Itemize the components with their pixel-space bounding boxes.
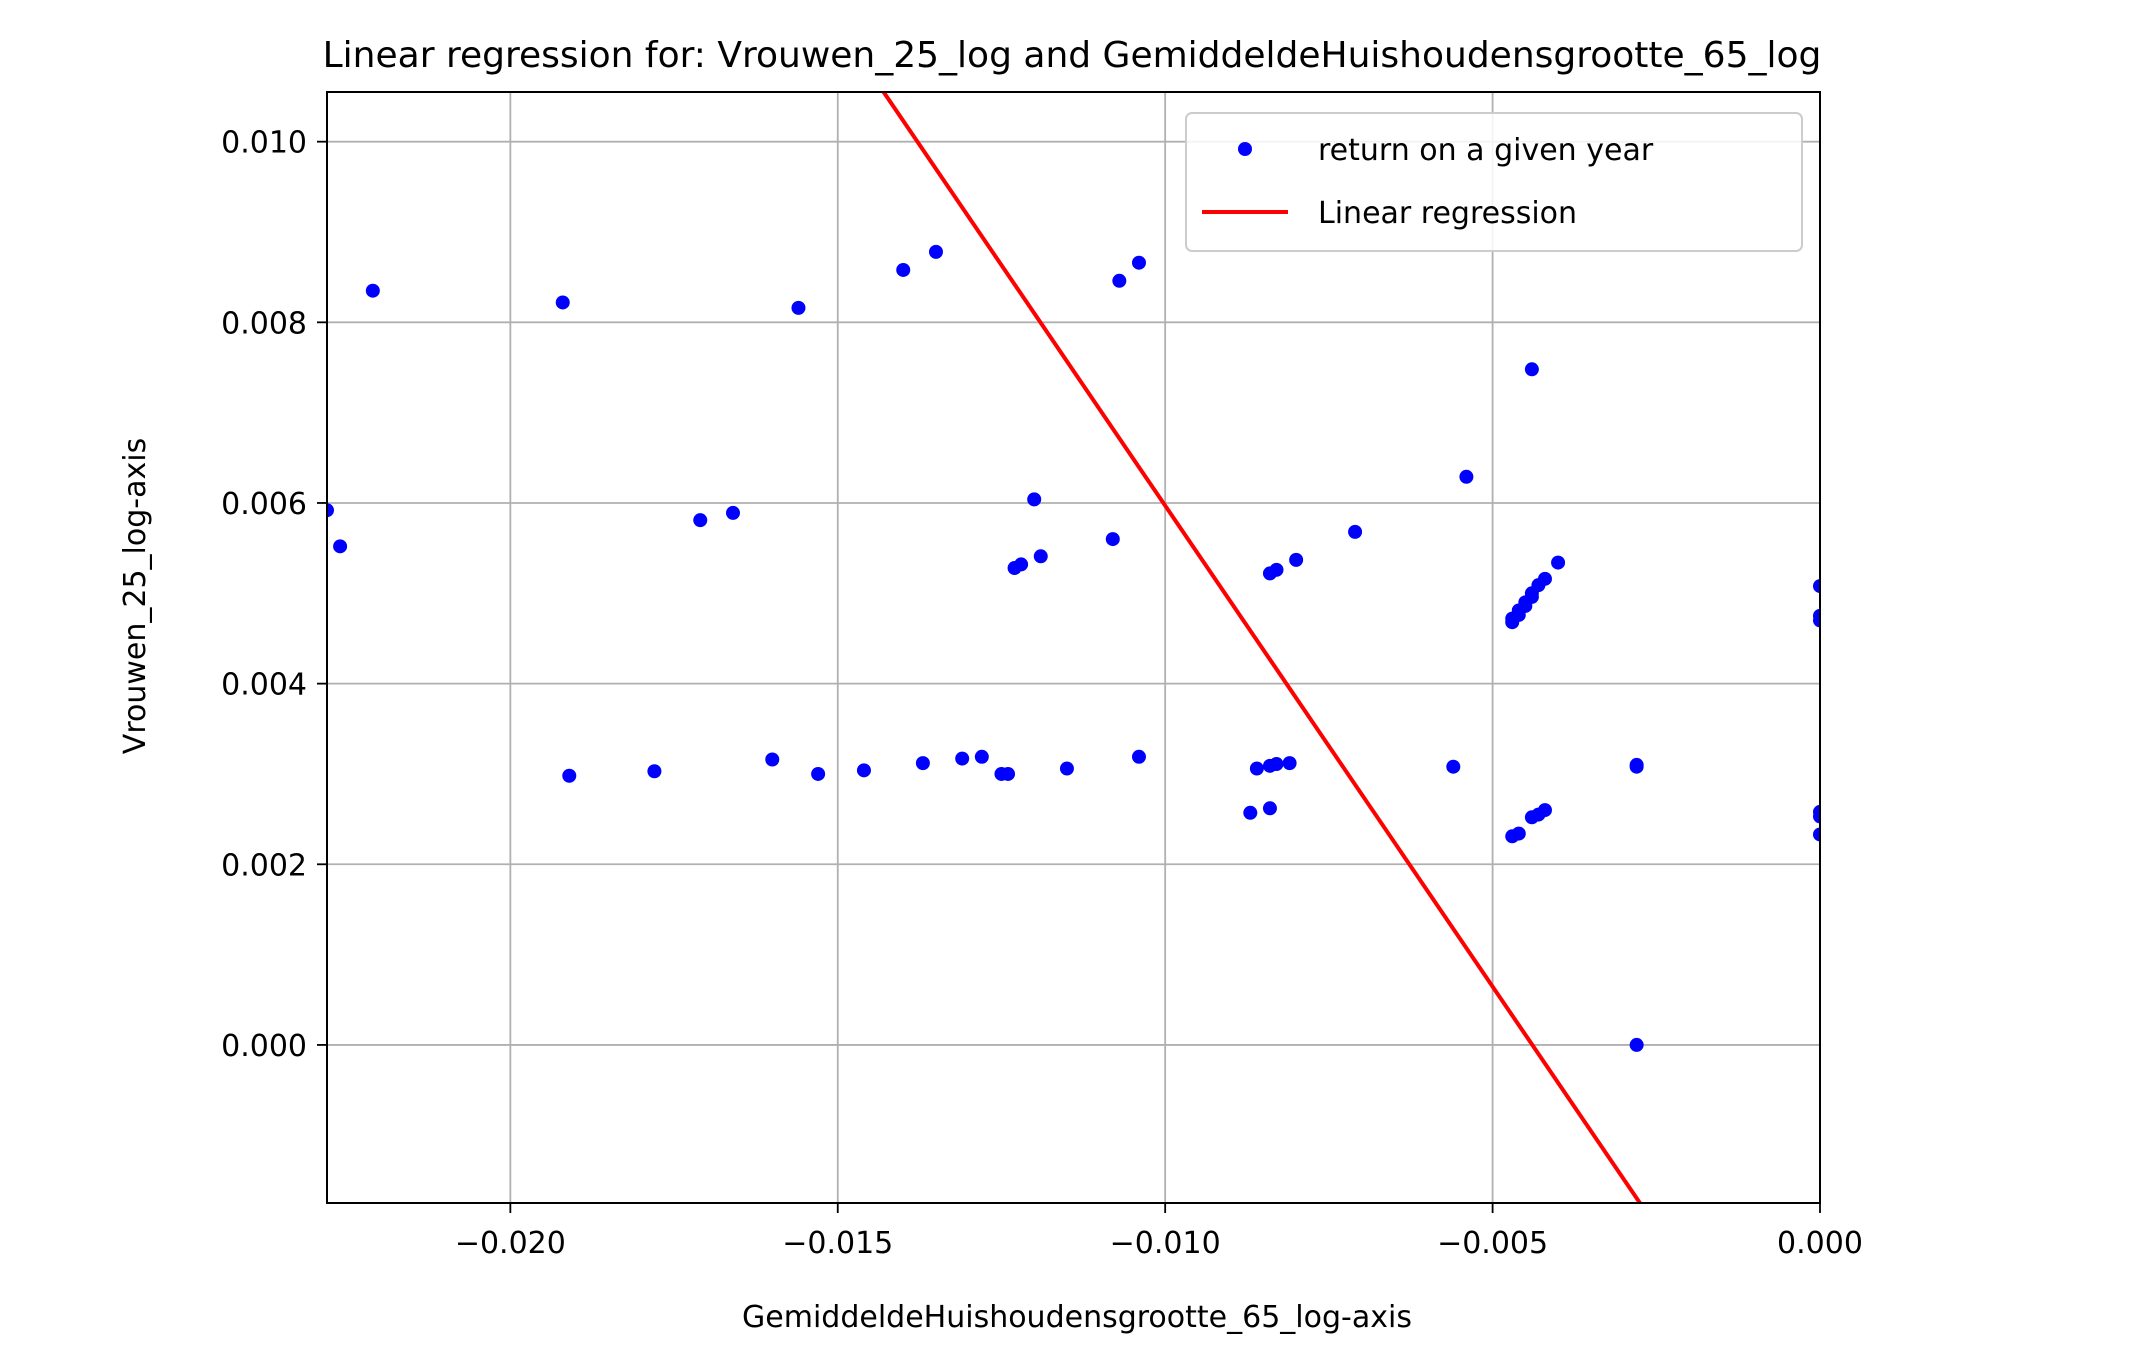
scatter-point (1524, 362, 1539, 377)
scatter-point (562, 768, 577, 783)
y-tick-label: 0.008 (221, 306, 307, 341)
scatter-point (327, 503, 334, 518)
x-axis-label: GemiddeldeHuishoudensgrootte_65_log-axis (742, 1300, 1412, 1335)
scatter-point (1033, 549, 1048, 564)
scatter-point (1014, 557, 1029, 572)
scatter-point (1813, 809, 1820, 824)
x-tick-label: −0.020 (455, 1226, 566, 1261)
scatter-point (1269, 562, 1284, 577)
y-axis-label: Vrouwen_25_log-axis (118, 438, 153, 754)
scatter-point (915, 756, 930, 771)
regression-line (881, 92, 1642, 1203)
scatter-point (1262, 801, 1277, 816)
legend-label-scatter: return on a given year (1318, 133, 1654, 168)
scatter-point (1027, 492, 1042, 507)
x-tick-label: −0.010 (1110, 1226, 1221, 1261)
scatter-point (1282, 756, 1297, 771)
scatter-point (725, 505, 740, 520)
scatter-point (896, 262, 911, 277)
scatter-point (1105, 532, 1120, 547)
regression-line-layer (881, 92, 1642, 1203)
scatter-point (1289, 552, 1304, 567)
y-tick-label: 0.002 (221, 848, 307, 883)
scatter-point (1629, 757, 1644, 772)
x-tick-label: −0.015 (782, 1226, 893, 1261)
scatter-point (647, 764, 662, 779)
plot-frame (326, 91, 1821, 1204)
grid-lines (327, 92, 1821, 1203)
scatter-point (1813, 579, 1820, 594)
legend-label-line: Linear regression (1318, 196, 1577, 231)
y-tick-label: 0.000 (221, 1029, 307, 1064)
scatter-point (365, 283, 380, 298)
y-tick-label: 0.004 (221, 668, 307, 703)
y-axis-ticks: 0.000 0.002 0.004 0.006 0.008 0.010 (221, 126, 327, 1064)
legend-box (1185, 112, 1803, 252)
scatter-point (1511, 826, 1526, 841)
x-axis-ticks: −0.020 −0.015 −0.010 −0.005 0.000 (455, 1203, 1863, 1261)
scatter-point (1243, 805, 1258, 820)
scatter-point (1459, 469, 1474, 484)
scatter-point (1131, 255, 1146, 270)
scatter-point (974, 749, 989, 764)
scatter-point (1446, 759, 1461, 774)
scatter-point (791, 300, 806, 315)
legend-marker-scatter (1238, 142, 1252, 156)
y-tick-label: 0.006 (221, 487, 307, 522)
scatter-point (1629, 1037, 1644, 1052)
scatter-point (1505, 615, 1520, 630)
scatter-points (327, 244, 1820, 1052)
x-tick-label: 0.000 (1777, 1226, 1863, 1261)
scatter-point (1348, 524, 1363, 539)
scatter-point (1249, 761, 1264, 776)
scatter-point (1269, 757, 1284, 772)
scatter-point (765, 752, 780, 767)
scatter-point (928, 244, 943, 259)
scatter-point (1112, 273, 1127, 288)
scatter-point (955, 751, 970, 766)
legend: return on a given year Linear regression (1185, 112, 1803, 252)
scatter-point (1131, 749, 1146, 764)
scatter-point (1813, 827, 1820, 842)
scatter-point (811, 766, 826, 781)
scatter-point (693, 513, 708, 528)
scatter-point (1059, 761, 1074, 776)
scatter-point (1551, 555, 1566, 570)
scatter-point (1001, 766, 1016, 781)
scatter-point (1537, 803, 1552, 818)
y-tick-label: 0.010 (221, 126, 307, 161)
scatter-point (555, 295, 570, 310)
chart-title: Linear regression for: Vrouwen_25_log an… (323, 35, 1822, 76)
scatter-point (856, 763, 871, 778)
scatter-point (333, 539, 348, 554)
scatter-point (1813, 613, 1820, 628)
x-tick-label: −0.005 (1437, 1226, 1548, 1261)
